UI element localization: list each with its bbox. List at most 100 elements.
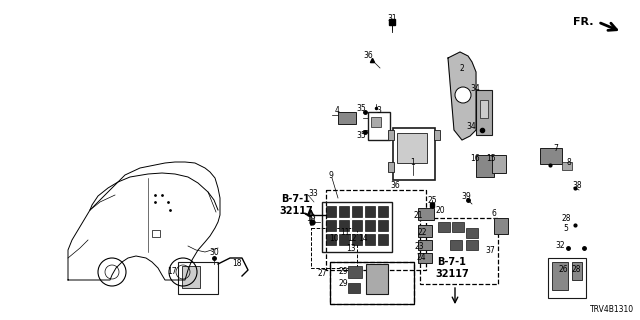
Text: 26: 26 [558, 266, 568, 275]
Text: 16: 16 [470, 154, 480, 163]
Bar [182, 266, 200, 288]
Text: 35: 35 [356, 131, 366, 140]
Text: 22: 22 [417, 228, 427, 236]
Bar [371, 117, 381, 127]
Bar [330, 262, 414, 304]
Text: B-7-1
32117: B-7-1 32117 [279, 194, 313, 216]
Bar [393, 128, 435, 180]
Text: 6: 6 [492, 209, 497, 218]
Bar [339, 234, 349, 245]
Text: 3: 3 [376, 106, 381, 115]
Text: 27: 27 [317, 269, 327, 278]
Bar [418, 240, 432, 250]
Text: 11: 11 [340, 228, 349, 236]
Bar [352, 206, 362, 217]
Bar [418, 253, 432, 263]
Bar [397, 133, 427, 163]
Text: 21: 21 [413, 211, 423, 220]
Bar [348, 266, 362, 278]
Text: 37: 37 [485, 245, 495, 254]
Bar [352, 220, 362, 231]
Bar [434, 130, 440, 140]
Bar [562, 162, 572, 170]
Bar [366, 264, 388, 294]
Bar [330, 262, 414, 304]
Text: 34: 34 [470, 84, 480, 92]
Text: 25: 25 [427, 196, 437, 204]
Text: 36: 36 [390, 180, 400, 189]
Text: 2: 2 [460, 63, 465, 73]
Bar [418, 208, 434, 220]
Text: 31: 31 [387, 13, 397, 22]
Text: 38: 38 [572, 180, 582, 189]
Text: 9: 9 [328, 171, 333, 180]
Text: 4: 4 [335, 106, 339, 115]
Bar [352, 234, 362, 245]
Bar [452, 222, 464, 232]
Text: 19: 19 [306, 213, 316, 222]
Bar [420, 218, 498, 284]
Bar [326, 220, 336, 231]
Bar [418, 225, 432, 237]
Text: 28: 28 [561, 213, 571, 222]
Text: 28: 28 [572, 266, 580, 275]
Bar [378, 206, 388, 217]
Text: 7: 7 [554, 143, 559, 153]
Text: 17: 17 [167, 268, 177, 276]
Bar [494, 218, 508, 234]
Bar [388, 162, 394, 172]
Text: 30: 30 [209, 247, 219, 257]
Text: FR.: FR. [573, 17, 594, 27]
Bar [572, 262, 582, 280]
Bar [152, 230, 160, 237]
Text: 35: 35 [356, 103, 366, 113]
Bar [540, 148, 562, 164]
Text: 8: 8 [566, 157, 572, 166]
Bar [368, 112, 390, 140]
Bar [378, 220, 388, 231]
Text: B-7-1
32117: B-7-1 32117 [435, 257, 469, 279]
Bar [378, 234, 388, 245]
Text: 24: 24 [416, 253, 426, 262]
Bar [326, 190, 426, 270]
Bar [450, 240, 462, 250]
Text: 13: 13 [346, 244, 356, 252]
Bar [438, 222, 450, 232]
Text: 20: 20 [435, 205, 445, 214]
Text: 5: 5 [564, 223, 568, 233]
Bar [365, 220, 375, 231]
Bar [326, 206, 336, 217]
Bar [348, 283, 360, 293]
Text: 10: 10 [329, 234, 339, 243]
Text: 12: 12 [348, 234, 356, 243]
Bar [492, 155, 506, 173]
Bar [466, 240, 478, 250]
Polygon shape [448, 52, 476, 140]
Text: 36: 36 [363, 51, 373, 60]
Bar [388, 130, 394, 140]
Text: 14: 14 [358, 234, 368, 243]
Text: 29: 29 [338, 279, 348, 289]
Text: 33: 33 [308, 188, 318, 197]
Bar [552, 262, 568, 290]
Bar [178, 262, 218, 294]
Text: 34: 34 [466, 122, 476, 131]
Bar [476, 155, 494, 177]
Text: TRV4B1310: TRV4B1310 [590, 305, 634, 314]
Bar [466, 228, 478, 238]
Bar [365, 206, 375, 217]
Bar [326, 234, 336, 245]
Text: 32: 32 [555, 241, 565, 250]
Bar [339, 220, 349, 231]
Bar [311, 228, 357, 268]
Bar [322, 202, 392, 252]
Text: 18: 18 [232, 260, 242, 268]
Text: 15: 15 [486, 154, 496, 163]
Bar [548, 258, 586, 298]
Text: 23: 23 [414, 242, 424, 251]
Text: 29: 29 [338, 268, 348, 276]
Text: 39: 39 [461, 191, 471, 201]
Bar [480, 100, 488, 118]
Bar [339, 206, 349, 217]
Circle shape [455, 87, 471, 103]
